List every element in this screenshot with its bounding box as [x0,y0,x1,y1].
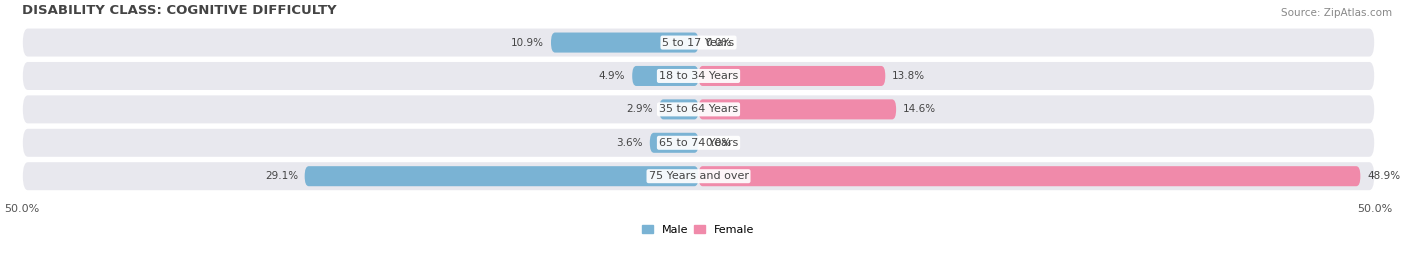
Text: 48.9%: 48.9% [1367,171,1400,181]
Text: DISABILITY CLASS: COGNITIVE DIFFICULTY: DISABILITY CLASS: COGNITIVE DIFFICULTY [21,4,336,17]
FancyBboxPatch shape [21,161,1375,191]
FancyBboxPatch shape [305,166,699,186]
Text: 10.9%: 10.9% [512,38,544,48]
FancyBboxPatch shape [699,66,886,86]
FancyBboxPatch shape [699,166,1361,186]
Text: 0.0%: 0.0% [706,138,731,148]
Text: 35 to 64 Years: 35 to 64 Years [659,104,738,114]
Text: 13.8%: 13.8% [891,71,925,81]
Text: 5 to 17 Years: 5 to 17 Years [662,38,734,48]
FancyBboxPatch shape [633,66,699,86]
Text: 14.6%: 14.6% [903,104,936,114]
FancyBboxPatch shape [21,61,1375,91]
FancyBboxPatch shape [21,27,1375,58]
Text: 29.1%: 29.1% [264,171,298,181]
Text: 75 Years and over: 75 Years and over [648,171,748,181]
FancyBboxPatch shape [650,133,699,153]
FancyBboxPatch shape [21,94,1375,125]
FancyBboxPatch shape [21,128,1375,158]
Text: 18 to 34 Years: 18 to 34 Years [659,71,738,81]
FancyBboxPatch shape [659,99,699,119]
Text: 2.9%: 2.9% [626,104,652,114]
Text: 65 to 74 Years: 65 to 74 Years [659,138,738,148]
Text: 3.6%: 3.6% [616,138,643,148]
Text: 4.9%: 4.9% [599,71,626,81]
Text: 0.0%: 0.0% [706,38,731,48]
FancyBboxPatch shape [699,99,896,119]
Legend: Male, Female: Male, Female [638,220,759,239]
Text: Source: ZipAtlas.com: Source: ZipAtlas.com [1281,8,1392,18]
FancyBboxPatch shape [551,33,699,52]
